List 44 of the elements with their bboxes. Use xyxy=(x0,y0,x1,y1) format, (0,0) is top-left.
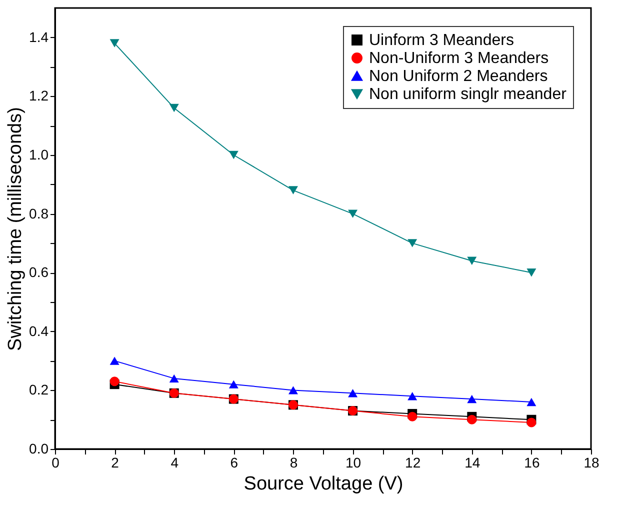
x-tick-label: 12 xyxy=(405,454,421,470)
y-tick-label: 0.8 xyxy=(29,205,49,222)
point xyxy=(526,398,536,406)
y-axis-title: Switching time (milliseconds) xyxy=(5,107,26,351)
point xyxy=(288,186,298,194)
x-tick-label: 10 xyxy=(345,454,362,470)
x-tick-label: 2 xyxy=(111,454,120,470)
y-tick-label: 0.4 xyxy=(29,322,49,339)
point xyxy=(169,374,179,383)
y-tick-label: 0.6 xyxy=(29,264,49,280)
point xyxy=(526,268,536,277)
legend-label: Non Uniform 2 Meanders xyxy=(369,68,548,85)
y-tick-label: 0.2 xyxy=(29,382,49,398)
y-tick-label: 1.2 xyxy=(29,88,49,104)
point xyxy=(526,418,536,428)
point xyxy=(408,239,418,248)
point xyxy=(110,39,120,48)
y-tick-label: 1.4 xyxy=(29,28,49,45)
x-tick-label: 6 xyxy=(230,454,238,470)
legend-label: Uinform 3 Meanders xyxy=(369,32,514,49)
point xyxy=(348,389,358,398)
point xyxy=(348,210,358,218)
legend-label: Non uniform singlr meander xyxy=(369,86,568,103)
point xyxy=(408,412,418,422)
x-tick-label: 18 xyxy=(584,454,600,470)
text: 0.0 xyxy=(29,440,48,456)
x-tick-label: 0 xyxy=(52,454,60,470)
point xyxy=(110,356,120,365)
point xyxy=(467,256,477,265)
x-tick-label: 8 xyxy=(290,454,298,470)
x-tick-label: 16 xyxy=(524,454,540,470)
point xyxy=(228,380,238,388)
legend-label: Non-Uniform 3 Meanders xyxy=(369,50,549,67)
point xyxy=(169,104,179,112)
x-tick-label: 4 xyxy=(170,454,179,470)
point xyxy=(408,392,418,400)
y-tick-label: 1.0 xyxy=(29,146,49,162)
x-axis-title: Source Voltage (V) xyxy=(244,474,404,494)
point xyxy=(288,386,298,394)
point xyxy=(467,414,477,424)
point xyxy=(110,376,120,386)
point xyxy=(228,150,238,160)
x-tick-label: 14 xyxy=(464,454,480,470)
point xyxy=(467,394,477,404)
